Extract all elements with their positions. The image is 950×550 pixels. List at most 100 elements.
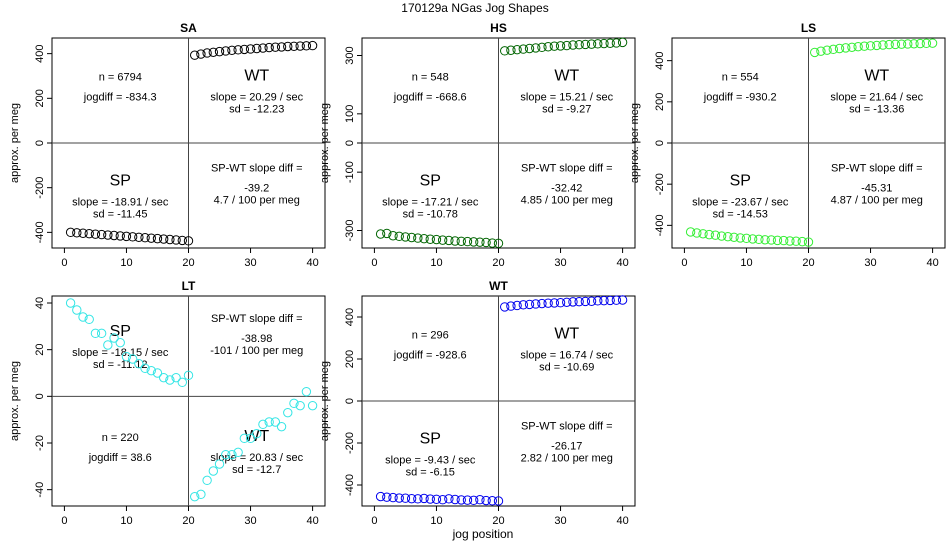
sp-heading: SP (420, 173, 441, 190)
data-point (915, 38, 925, 49)
data-point (283, 407, 293, 418)
data-point (183, 236, 194, 246)
data-point (183, 370, 194, 381)
data-point (227, 449, 237, 460)
data-point (84, 314, 94, 325)
data-point (586, 39, 597, 49)
data-point (549, 298, 560, 308)
data-point (165, 234, 175, 245)
data-point (400, 493, 411, 503)
y-tick-label: 0 (34, 140, 46, 146)
data-point (109, 333, 119, 343)
data-point (103, 230, 113, 240)
data-point (171, 235, 181, 245)
panel-ls: LS 0 10 20 30 40 -400 -200 0 200 400 approx. per me… (629, 21, 946, 269)
y-tick-label: -20 (34, 435, 46, 451)
data-point (245, 44, 256, 54)
data-point (729, 232, 739, 242)
data-point (685, 227, 696, 237)
y-tick-label: 400 (34, 44, 46, 62)
data-point (413, 233, 423, 243)
data-point (444, 494, 454, 504)
y-tick-label: 400 (654, 51, 666, 69)
data-point (202, 48, 212, 58)
data-point (481, 237, 491, 248)
data-point (221, 46, 231, 56)
x-tick-label: 40 (616, 257, 628, 269)
data-point (822, 45, 832, 55)
data-point (816, 46, 826, 56)
data-point (444, 235, 454, 246)
data-point (531, 299, 541, 309)
n-count: n = 220 (102, 432, 139, 444)
data-point (723, 231, 733, 242)
data-point (239, 44, 250, 55)
wt-heading: WT (554, 326, 579, 343)
data-point (307, 400, 318, 411)
data-point (437, 235, 448, 245)
data-point (115, 337, 125, 348)
y-tick-label: 400 (344, 308, 356, 326)
jogdiff-value: jogdiff = -668.6 (393, 92, 467, 104)
data-point (115, 231, 125, 241)
data-point (196, 49, 206, 59)
n-count: n = 296 (412, 330, 449, 342)
data-point (772, 235, 783, 246)
data-point (394, 231, 404, 242)
data-point (177, 235, 187, 246)
slope-diff-heading: SP-WT slope diff = (831, 163, 923, 175)
sp-sd: sd = -10.78 (403, 209, 458, 221)
figure-title: 170129a NGas Jog Shapes (401, 1, 548, 15)
data-point (475, 495, 485, 505)
wt-slope: slope = 16.74 / sec (520, 350, 613, 362)
x-tick-label: 40 (926, 257, 938, 269)
data-point (146, 365, 156, 376)
wt-sd: sd = -10.69 (539, 362, 594, 374)
y-tick-label: -200 (654, 173, 666, 195)
x-tick-label: 20 (492, 515, 504, 527)
sp-slope: slope = -18.15 / sec (72, 347, 169, 359)
data-point (450, 236, 460, 246)
slope-diff-value: -32.42 (551, 183, 582, 195)
slope-diff-value: -39.2 (244, 183, 269, 195)
sp-heading: SP (110, 173, 131, 190)
data-point (121, 231, 132, 242)
slope-diff-per-meg: -101 / 100 per meg (210, 345, 303, 357)
slope-diff-per-meg: 4.85 / 100 per meg (521, 195, 613, 207)
data-point (543, 298, 553, 308)
data-point (245, 433, 256, 444)
data-point (568, 297, 578, 307)
data-point (593, 296, 603, 306)
x-tick-label: 10 (120, 515, 132, 527)
slope-diff-per-meg: 4.87 / 100 per meg (831, 195, 923, 207)
x-tick-label: 20 (492, 257, 504, 269)
x-tick-label: 40 (616, 515, 628, 527)
data-point (214, 46, 225, 57)
data-point (865, 41, 876, 51)
data-point (605, 38, 615, 48)
data-point (791, 236, 801, 246)
data-point (574, 296, 584, 307)
panel-lt: LT 0 10 20 30 40 -40 -20 0 20 40 approx. per meg n =… (9, 279, 326, 527)
data-point (208, 466, 219, 476)
panel-hs: HS 0 10 20 30 40 -300 -100 0 100 300 approx. per me… (319, 21, 636, 269)
x-tick-label: 10 (430, 257, 442, 269)
data-point (382, 492, 392, 502)
data-point (301, 386, 312, 397)
data-point (72, 305, 82, 315)
data-point (295, 400, 305, 411)
x-tick-label: 40 (306, 257, 318, 269)
data-point (611, 38, 622, 48)
data-point (388, 492, 398, 503)
x-tick-label: 40 (306, 515, 318, 527)
data-point (301, 41, 312, 51)
data-point (270, 42, 281, 52)
data-point (828, 44, 839, 55)
data-point (121, 351, 132, 362)
data-point (307, 40, 318, 51)
data-point (406, 232, 417, 243)
data-point (270, 417, 281, 427)
data-point (506, 45, 516, 55)
data-point (766, 235, 776, 245)
